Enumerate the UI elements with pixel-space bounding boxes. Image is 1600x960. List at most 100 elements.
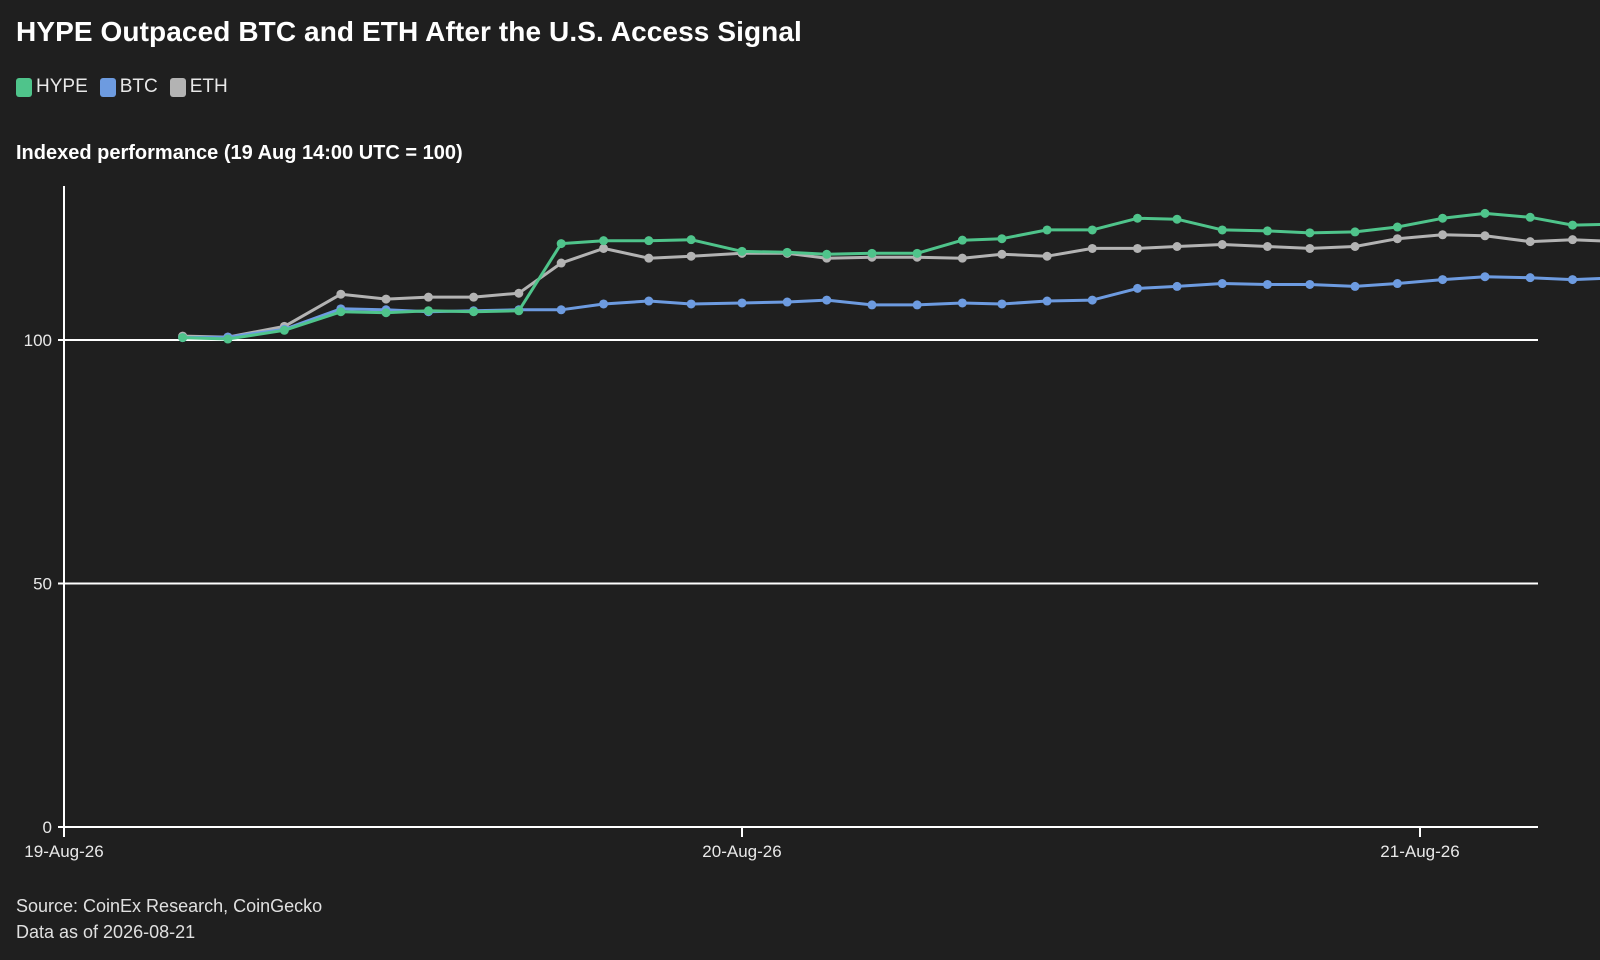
chart-footer: Source: CoinEx Research, CoinGecko Data …: [16, 893, 322, 945]
data-point-eth-18: [997, 249, 1007, 259]
data-point-hype-20: [1087, 225, 1097, 235]
data-point-btc-19: [1042, 296, 1052, 306]
data-point-btc-20: [1087, 295, 1097, 305]
data-point-btc-12: [737, 298, 747, 308]
data-point-hype-5: [423, 306, 433, 316]
data-point-eth-28: [1438, 230, 1448, 240]
data-point-eth-4: [381, 294, 391, 304]
data-point-eth-22: [1172, 241, 1182, 251]
data-point-btc-9: [599, 299, 609, 309]
data-point-btc-29: [1480, 272, 1490, 282]
data-point-eth-3: [336, 289, 346, 299]
legend-item-eth[interactable]: ETH: [169, 76, 228, 98]
data-point-hype-9: [599, 236, 609, 246]
data-point-hype-18: [997, 234, 1007, 244]
data-point-btc-18: [997, 299, 1007, 309]
data-point-hype-11: [686, 235, 696, 245]
data-point-eth-20: [1087, 243, 1097, 253]
data-point-eth-26: [1350, 241, 1360, 251]
data-point-hype-10: [644, 236, 654, 246]
data-point-btc-16: [912, 300, 922, 310]
data-point-btc-10: [644, 296, 654, 306]
data-point-eth-9: [599, 243, 609, 253]
data-point-eth-19: [1042, 251, 1052, 261]
data-point-hype-19: [1042, 225, 1052, 235]
data-point-hype-8: [556, 239, 566, 249]
data-point-eth-21: [1133, 243, 1142, 253]
legend-label-btc: BTC: [119, 76, 158, 97]
data-point-hype-7: [514, 306, 524, 316]
data-point-hype-16: [912, 248, 922, 258]
data-point-hype-25: [1305, 228, 1315, 238]
data-point-hype-6: [469, 307, 479, 317]
data-point-eth-5: [423, 292, 433, 302]
data-point-eth-30: [1525, 237, 1535, 247]
legend-label-hype: HYPE: [36, 76, 88, 97]
data-point-eth-11: [686, 251, 696, 261]
data-point-btc-15: [867, 300, 877, 310]
data-point-eth-17: [957, 253, 967, 263]
data-point-eth-7: [514, 288, 524, 298]
data-point-hype-23: [1217, 225, 1227, 235]
chart-subtitle: Indexed performance (19 Aug 14:00 UTC = …: [16, 142, 463, 164]
data-point-eth-24: [1262, 241, 1272, 251]
data-point-eth-25: [1305, 243, 1315, 253]
data-point-hype-17: [957, 235, 967, 245]
data-point-hype-21: [1133, 213, 1142, 223]
data-point-btc-23: [1217, 279, 1227, 289]
data-point-btc-25: [1305, 279, 1315, 289]
data-point-hype-24: [1262, 226, 1272, 236]
legend-label-eth: ETH: [189, 76, 228, 97]
data-point-hype-28: [1438, 213, 1448, 223]
chart-title: HYPE Outpaced BTC and ETH After the U.S.…: [16, 16, 802, 47]
data-point-eth-27: [1392, 234, 1402, 244]
data-point-btc-24: [1262, 279, 1272, 289]
series-line-hype: [181, 211, 1600, 341]
data-point-hype-26: [1350, 227, 1360, 237]
as-of-note: Data as of 2026-08-21: [16, 922, 196, 942]
data-point-btc-17: [957, 298, 967, 308]
data-point-btc-21: [1133, 283, 1142, 293]
data-point-btc-30: [1525, 273, 1535, 283]
data-point-btc-11: [686, 299, 696, 309]
data-point-btc-26: [1350, 281, 1360, 291]
legend-item-btc[interactable]: BTC: [99, 76, 158, 98]
data-point-hype-27: [1392, 222, 1402, 232]
data-point-hype-31: [1568, 220, 1578, 230]
data-point-eth-10: [644, 253, 654, 263]
data-point-hype-22: [1172, 214, 1182, 224]
data-point-hype-30: [1525, 212, 1535, 222]
data-point-btc-27: [1392, 279, 1402, 289]
x-tick-label-2: 21-Aug-26: [1380, 842, 1459, 861]
data-point-hype-13: [782, 247, 792, 257]
data-point-btc-13: [782, 297, 792, 307]
legend-swatch-btc: [99, 77, 116, 97]
data-point-eth-23: [1217, 240, 1227, 250]
data-point-eth-8: [556, 258, 566, 268]
data-point-hype-4: [381, 308, 391, 318]
y-tick-label-0: 0: [43, 818, 52, 837]
data-point-hype-29: [1480, 208, 1490, 218]
data-point-hype-14: [822, 249, 832, 259]
data-point-btc-8: [556, 305, 566, 315]
data-point-btc-31: [1568, 275, 1578, 285]
data-point-hype-2: [279, 325, 289, 335]
data-point-eth-31: [1568, 235, 1578, 245]
data-point-eth-6: [469, 292, 479, 302]
legend: HYPE BTC ETH: [16, 76, 240, 98]
data-point-hype-3: [336, 307, 346, 317]
y-tick-label-50: 50: [33, 575, 52, 594]
data-point-hype-12: [737, 246, 747, 256]
legend-swatch-hype: [16, 77, 32, 97]
data-point-eth-29: [1480, 231, 1490, 241]
y-tick-label-100: 100: [24, 331, 52, 350]
data-point-btc-22: [1172, 281, 1182, 291]
data-point-hype-1: [223, 334, 233, 344]
x-tick-label-0: 19-Aug-26: [24, 842, 103, 861]
legend-item-hype[interactable]: HYPE: [16, 76, 88, 98]
legend-swatch-eth: [169, 77, 186, 97]
series-line-eth: [181, 233, 1600, 339]
x-tick-label-1: 20-Aug-26: [702, 842, 781, 861]
data-point-btc-28: [1438, 275, 1448, 285]
